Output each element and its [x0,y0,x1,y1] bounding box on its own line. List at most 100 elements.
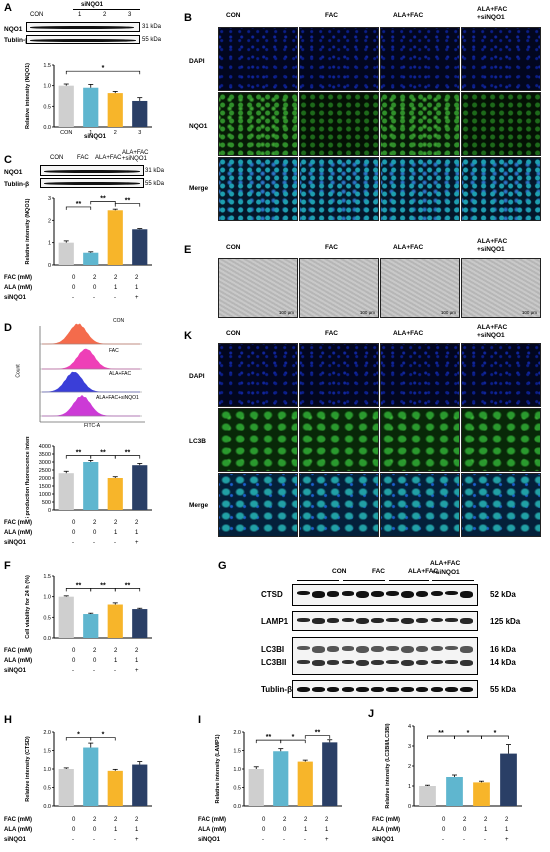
y-axis-label: ROS production fluorescence intensity [25,436,31,518]
bar [132,465,148,510]
g-lamp1-blot [292,611,478,631]
d-ala-label: ALA (mM) [4,530,33,536]
significance-mark: ** [100,195,106,202]
b-merge-alafacsi [461,157,541,221]
significance-bracket [65,70,141,75]
f-si-2: - [114,668,116,674]
k-merge-alafacsi [461,473,541,537]
y-tick-label: 0.0 [43,125,51,131]
b-dapi-con [218,27,298,91]
y-axis-label: Cell viability for 24 h (%) [25,575,31,639]
c-si-3: + [135,295,139,301]
j-si-label: siNQO1 [372,837,395,843]
c-si-label: siNQO1 [4,295,27,301]
chart-i: 0.0 0.5 1.0 1.5 2.0 Relative intensity (LAMP1… [215,730,342,810]
k-col-alafac: ALA+FAC [393,330,424,337]
bar [473,782,490,806]
g-col-fac: FAC [372,568,385,575]
x-tick-label: CON [60,130,72,135]
bar [83,252,99,265]
significance-bracket [304,735,331,739]
e-bright-con: 100 μm [218,258,298,318]
g-line-alafacsi [432,580,474,581]
e-col-fac: FAC [325,244,338,251]
i-fac-2: 2 [304,817,308,823]
j-fac-3: 2 [505,817,509,823]
c-fac-0: 0 [72,275,76,281]
b-col-alafacsi-1: ALA+FAC [477,6,508,13]
h-ala-0: 0 [72,827,76,833]
chart-c: 0 1 2 3 Relative intensity (NQO1) ** ** ** [25,195,152,269]
c-group-fac: FAC [77,155,89,161]
f-ala-2: 1 [114,658,118,664]
a-group-con: CON [30,12,44,18]
d-si-1: - [93,540,95,546]
k-row-dapi: DAPI [189,373,205,380]
significance-bracket [481,735,509,739]
panel-label-b: B [184,12,192,24]
bar [58,242,74,265]
e-bright-alafac: 100 μm [380,258,460,318]
y-tick-label: 0.0 [43,636,51,642]
k-col-alafacsi-1: ALA+FAC [477,324,508,331]
i-ala-3: 1 [325,827,329,833]
bar [132,100,148,127]
f-si-label: siNQO1 [4,668,27,674]
f-fac-2: 2 [114,648,118,654]
e-col-alafac: ALA+FAC [393,244,424,251]
c-nqo1-blot [40,165,144,176]
panel-label-d: D [4,322,12,334]
d-fac-3: 2 [135,520,139,526]
flow-label-alafac: ALA+FAC [109,371,132,377]
e-bright-alafacsi: 100 μm [461,258,541,318]
y-tick-label: 3500 [39,452,51,458]
x-tick-label: 2 [114,130,117,135]
y-tick-label: 0.5 [43,786,51,792]
e-bright-fac: 100 μm [299,258,379,318]
panel-label-c: C [4,154,12,166]
d-si-label: siNQO1 [4,540,27,546]
f-ala-0: 0 [72,658,76,664]
c-kda55: 55 kDa [145,181,165,187]
c-tublin-blot [40,178,144,188]
y-tick-label: 1.5 [43,749,51,755]
g-col-con: CON [332,568,347,575]
c-fac-2: 2 [114,275,118,281]
h-fac-0: 0 [72,817,76,823]
y-axis-label: Relative intensity (LAMP1) [215,734,221,803]
c-si-0: - [72,295,74,301]
significance-mark: * [292,734,295,741]
y-tick-label: 1.0 [233,767,241,773]
i-si-label: siNQO1 [198,837,221,843]
bar [419,786,436,806]
a-group-2: 2 [103,12,107,18]
y-tick-label: 1.5 [43,63,51,69]
j-fac-label: FAC (mM) [372,817,400,823]
significance-mark: ** [76,201,82,208]
significance-bracket [90,201,116,205]
c-nqo1-label: NQO1 [4,169,23,176]
significance-mark: ** [315,730,321,737]
significance-bracket [280,739,306,744]
c-kda31: 31 kDa [145,168,165,174]
f-si-0: - [72,668,74,674]
y-tick-label: 2000 [39,476,51,482]
c-ala-1: 0 [93,285,97,291]
b-row-nqo1: NQO1 [189,123,208,130]
g-tublin-blot [292,680,478,698]
f-si-3: + [135,668,139,674]
bar [83,87,99,127]
panel-label-j: J [368,708,375,720]
significance-mark: ** [100,582,106,589]
b-col-alafacsi-2: +siNQO1 [477,14,505,21]
bar [58,769,74,806]
i-fac-1: 2 [283,817,287,823]
i-si-2: - [304,837,306,843]
bar [446,777,463,806]
bar [107,478,123,510]
significance-mark: ** [76,582,82,589]
d-si-0: - [72,540,74,546]
bar [132,764,148,806]
y-tick-label: 1.0 [43,84,51,90]
k-col-fac: FAC [325,330,338,337]
